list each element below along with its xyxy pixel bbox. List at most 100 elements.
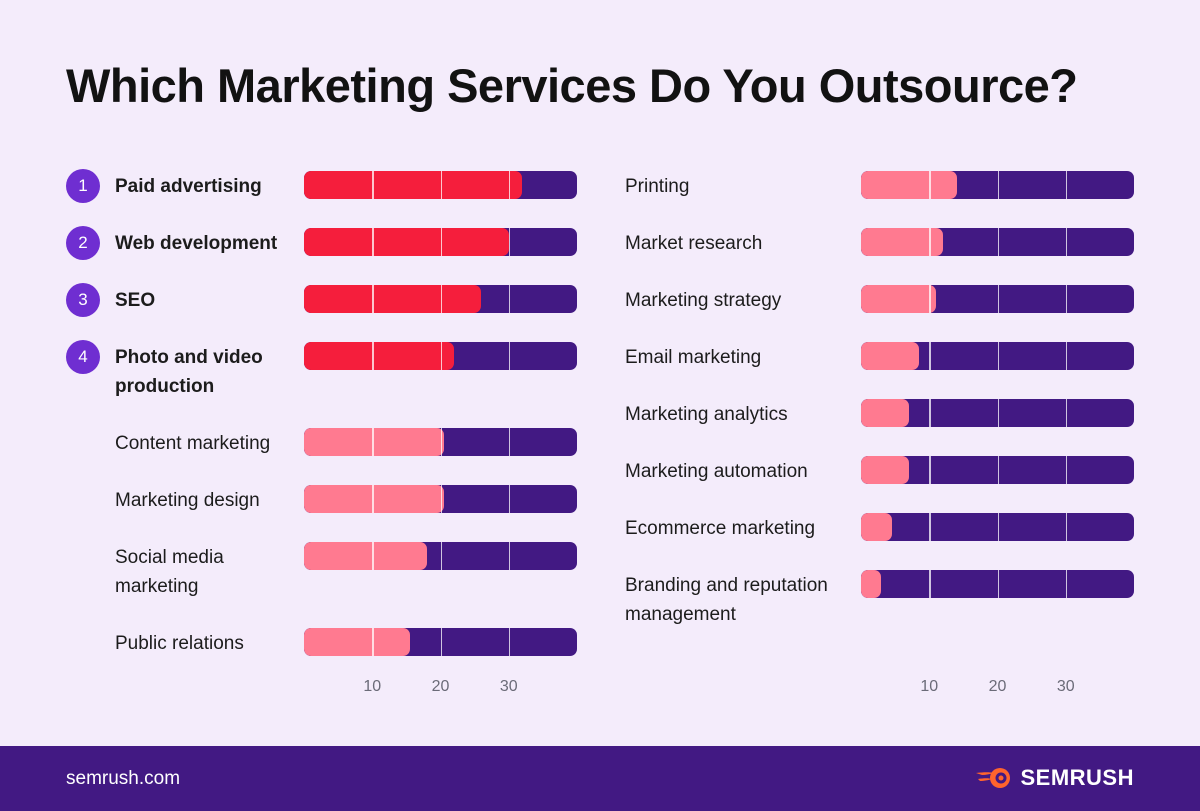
bar-track <box>861 228 1134 256</box>
gridline <box>929 171 931 199</box>
gridline <box>1065 285 1068 313</box>
gridline <box>929 456 931 484</box>
bar-fill <box>861 399 909 427</box>
category-label: Printing <box>625 176 690 197</box>
gridline <box>929 513 931 541</box>
gridline <box>508 428 511 456</box>
gridline <box>997 570 999 598</box>
gridline <box>1065 456 1068 484</box>
bar-fill <box>304 228 509 256</box>
category-label: Content marketing <box>115 433 271 454</box>
gridline <box>372 485 374 513</box>
gridline <box>508 542 511 570</box>
page-title: Which Marketing Services Do You Outsourc… <box>66 59 1078 112</box>
bar-fill <box>304 285 482 313</box>
gridline <box>929 399 931 427</box>
footer-site-link[interactable]: semrush.com <box>66 768 181 789</box>
gridline <box>440 485 442 513</box>
gridline <box>929 285 931 313</box>
bar-fill <box>304 342 455 370</box>
gridline <box>440 228 442 256</box>
category-label: Ecommerce marketing <box>625 518 816 539</box>
gridline <box>997 228 999 256</box>
category-label: Web development <box>115 233 278 254</box>
gridline <box>1065 228 1068 256</box>
bar-fill <box>304 628 410 656</box>
category-label: Social media marketing <box>115 547 224 597</box>
bar-track <box>304 428 577 456</box>
gridline <box>1065 342 1068 370</box>
category-label: Paid advertising <box>115 176 262 197</box>
footer: semrush.com SEMRUSH <box>0 746 1200 811</box>
chart-panel: Which Marketing Services Do You Outsourc… <box>66 59 1134 695</box>
bar-fill <box>861 570 882 598</box>
bar-fill <box>861 513 892 541</box>
bar-track <box>861 570 1134 598</box>
rank-badge: 3 <box>66 283 100 317</box>
gridline <box>372 428 374 456</box>
x-tick-label: 30 <box>499 678 518 695</box>
bar-track <box>304 342 577 370</box>
bar-track <box>304 228 577 256</box>
bar-fill <box>304 171 523 199</box>
gridline <box>372 228 374 256</box>
x-tick-label: 10 <box>920 678 939 695</box>
rank-badge: 4 <box>66 340 100 374</box>
category-label: Marketing design <box>115 490 260 511</box>
gridline <box>440 171 442 199</box>
x-tick-label: 20 <box>988 678 1007 695</box>
gridline <box>1065 513 1068 541</box>
gridline <box>440 342 442 370</box>
bar-track <box>861 456 1134 484</box>
bar-fill <box>304 485 444 513</box>
bar-track <box>304 628 577 656</box>
gridline <box>508 171 511 199</box>
bar-track <box>304 171 577 199</box>
gridline <box>929 570 931 598</box>
brand-name: SEMRUSH <box>1020 765 1134 790</box>
bar-fill <box>861 228 943 256</box>
bar-fill <box>861 285 937 313</box>
gridline <box>997 456 999 484</box>
rank-badge: 2 <box>66 226 100 260</box>
gridline <box>372 628 374 656</box>
gridline <box>508 285 511 313</box>
semrush-fireball-icon <box>976 768 1011 788</box>
gridline <box>372 542 374 570</box>
category-label: Branding and reputation management <box>625 575 828 625</box>
gridline <box>1065 171 1068 199</box>
x-tick-label: 30 <box>1056 678 1075 695</box>
x-tick-label: 10 <box>363 678 382 695</box>
bar-track <box>861 399 1134 427</box>
gridline <box>508 628 511 656</box>
category-label: SEO <box>115 290 156 311</box>
category-label: Marketing strategy <box>625 290 782 311</box>
category-label: Public relations <box>115 633 244 654</box>
category-label: Marketing analytics <box>625 404 788 425</box>
gridline <box>997 342 999 370</box>
gridline <box>1065 399 1068 427</box>
bar-fill <box>304 428 444 456</box>
bar-fill <box>861 171 957 199</box>
bar-track <box>861 171 1134 199</box>
category-label: Email marketing <box>625 347 762 368</box>
category-label: Market research <box>625 233 763 254</box>
bar-track <box>861 342 1134 370</box>
gridline <box>997 285 999 313</box>
gridline <box>440 285 442 313</box>
bar-fill <box>861 342 919 370</box>
bar-track <box>304 285 577 313</box>
gridline <box>929 228 931 256</box>
brand-logo: SEMRUSH <box>974 765 1134 791</box>
bar-fill <box>304 542 427 570</box>
gridline <box>440 428 442 456</box>
gridline <box>929 342 931 370</box>
gridline <box>440 542 442 570</box>
bar-fill <box>861 456 909 484</box>
gridline <box>997 399 999 427</box>
gridline <box>997 171 999 199</box>
gridline <box>508 485 511 513</box>
bar-track <box>861 513 1134 541</box>
gridline <box>997 513 999 541</box>
x-tick-label: 20 <box>431 678 450 695</box>
